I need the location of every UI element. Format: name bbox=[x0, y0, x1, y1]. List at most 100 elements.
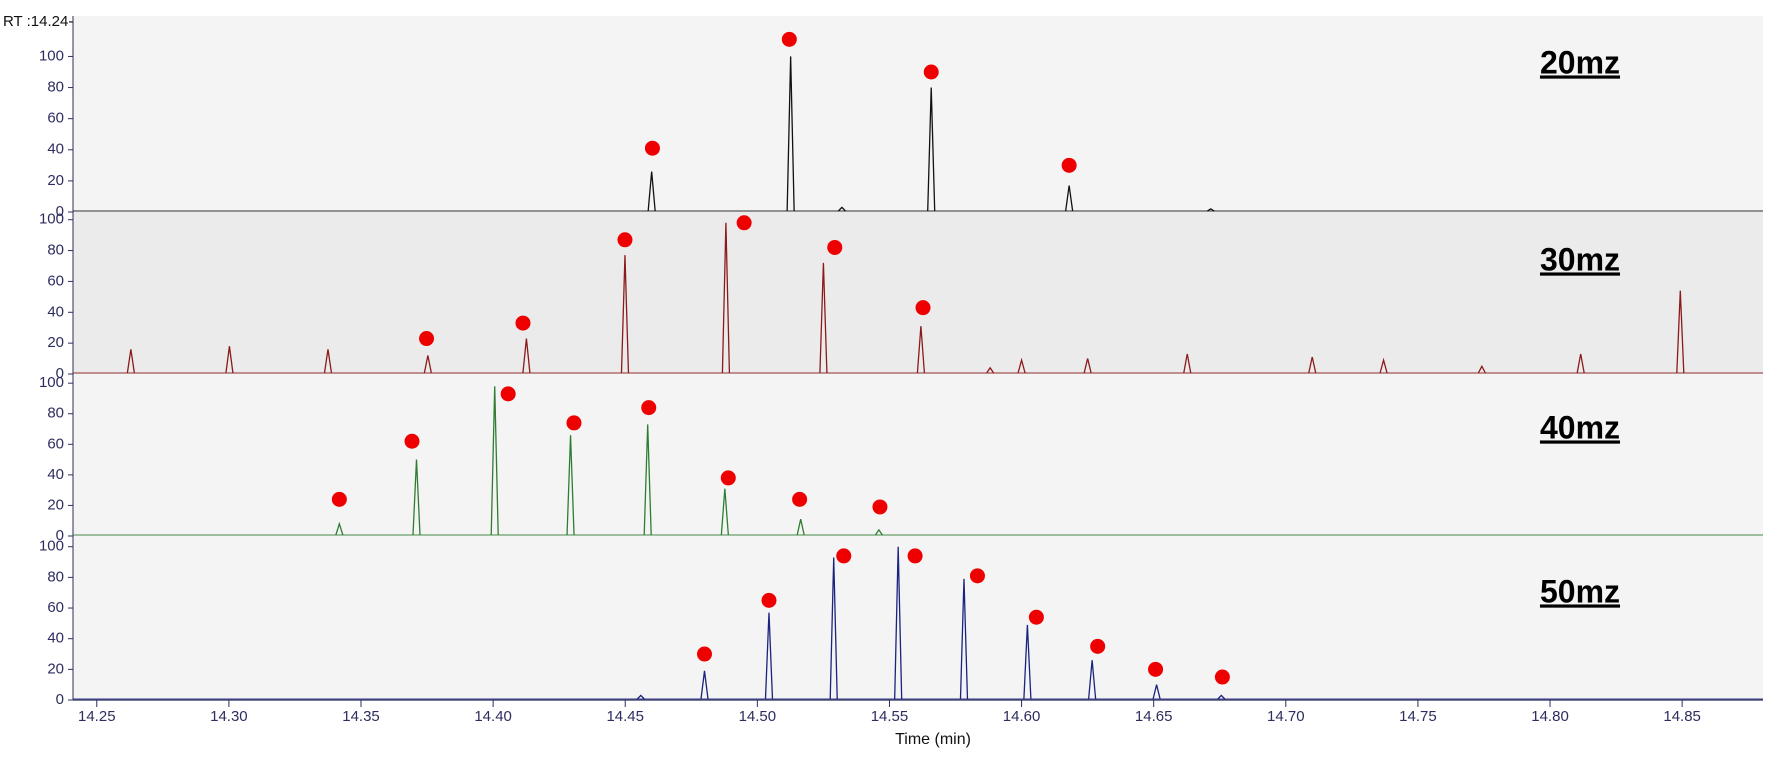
peak bbox=[647, 171, 656, 212]
peak bbox=[1152, 684, 1161, 700]
peak bbox=[1676, 290, 1685, 374]
x-tick-label: 14.40 bbox=[474, 708, 512, 725]
y-tick-label: 60 bbox=[47, 272, 64, 289]
peak-marker bbox=[720, 470, 736, 486]
y-tick-label: 80 bbox=[47, 242, 64, 259]
y-tick-label: 80 bbox=[47, 568, 64, 585]
peak-marker bbox=[872, 499, 888, 515]
x-tick-label: 14.85 bbox=[1663, 708, 1701, 725]
peak-marker bbox=[736, 215, 752, 231]
peak-marker bbox=[331, 491, 347, 507]
panel-label: 30mz bbox=[1540, 241, 1620, 277]
y-tick-label: 20 bbox=[47, 172, 64, 189]
panel-label: 50mz bbox=[1540, 573, 1620, 609]
peak bbox=[423, 355, 432, 374]
peak-marker bbox=[500, 386, 516, 402]
panel-background bbox=[73, 16, 1763, 212]
x-tick-label: 14.25 bbox=[78, 708, 116, 725]
y-tick-label: 80 bbox=[47, 79, 64, 96]
peak-marker bbox=[781, 31, 797, 47]
peak-marker bbox=[697, 646, 713, 662]
peak-marker bbox=[419, 331, 435, 347]
y-tick-label: 40 bbox=[47, 303, 64, 320]
peak bbox=[764, 612, 774, 700]
peak-marker bbox=[1061, 157, 1077, 173]
peak bbox=[916, 326, 926, 374]
x-tick-label: 14.60 bbox=[1003, 708, 1041, 725]
y-tick-label: 100 bbox=[39, 47, 64, 64]
peak bbox=[1308, 356, 1317, 374]
peak bbox=[1064, 185, 1074, 212]
peak bbox=[1217, 694, 1226, 700]
peak-marker bbox=[566, 415, 582, 431]
peak-marker bbox=[761, 592, 777, 608]
y-tick-label: 0 bbox=[56, 365, 64, 382]
peak-marker bbox=[792, 491, 808, 507]
peak bbox=[874, 528, 883, 536]
peak-marker bbox=[617, 232, 633, 248]
peak bbox=[721, 222, 731, 374]
peak bbox=[1017, 357, 1026, 374]
peak bbox=[412, 459, 421, 536]
x-tick-label: 14.45 bbox=[606, 708, 644, 725]
peak bbox=[1379, 357, 1388, 374]
peak-marker bbox=[1028, 609, 1044, 625]
y-tick-label: 40 bbox=[47, 466, 64, 483]
y-tick-label: 0 bbox=[56, 203, 64, 220]
x-tick-label: 14.65 bbox=[1135, 708, 1173, 725]
y-tick-label: 40 bbox=[47, 630, 64, 647]
peak bbox=[796, 519, 805, 536]
y-tick-label: 100 bbox=[39, 374, 64, 391]
peak bbox=[522, 338, 531, 374]
x-tick-label: 14.35 bbox=[342, 708, 380, 725]
peak bbox=[335, 521, 344, 536]
panel-label: 40mz bbox=[1540, 409, 1620, 445]
peak-marker bbox=[907, 548, 923, 564]
x-tick-label: 14.80 bbox=[1531, 708, 1569, 725]
peak-marker bbox=[827, 239, 843, 255]
panel-label: 20mz bbox=[1540, 44, 1620, 80]
y-tick-label: 20 bbox=[47, 496, 64, 513]
peak bbox=[1576, 353, 1585, 374]
peak-marker bbox=[923, 64, 939, 80]
peak-marker bbox=[915, 300, 931, 316]
peak-marker bbox=[836, 548, 852, 564]
peak bbox=[894, 546, 903, 700]
y-tick-label: 60 bbox=[47, 110, 64, 127]
peak bbox=[323, 349, 333, 374]
peak bbox=[225, 346, 234, 374]
y-tick-label: 0 bbox=[56, 527, 64, 544]
y-tick-label: 20 bbox=[47, 334, 64, 351]
x-tick-label: 14.70 bbox=[1267, 708, 1305, 725]
panel-background bbox=[73, 212, 1763, 374]
peak bbox=[1206, 208, 1215, 212]
panel-background bbox=[73, 536, 1763, 700]
peak-marker bbox=[1090, 638, 1106, 654]
peak-marker bbox=[644, 140, 660, 156]
peak bbox=[786, 56, 795, 212]
peak bbox=[643, 424, 652, 536]
y-tick-label: 20 bbox=[47, 660, 64, 677]
y-tick-label: 40 bbox=[47, 141, 64, 158]
peak bbox=[959, 578, 969, 700]
peak-marker bbox=[969, 568, 985, 584]
x-tick-label: 14.75 bbox=[1399, 708, 1437, 725]
peak bbox=[927, 87, 936, 212]
peak-marker bbox=[404, 433, 420, 449]
peak bbox=[819, 262, 828, 374]
y-tick-label: 60 bbox=[47, 599, 64, 616]
y-tick-label: 100 bbox=[39, 211, 64, 228]
peak bbox=[829, 557, 838, 700]
y-tick-label: 0 bbox=[56, 691, 64, 708]
peak bbox=[1023, 624, 1032, 700]
y-tick-label: 60 bbox=[47, 435, 64, 452]
peak bbox=[720, 488, 729, 536]
x-axis-label: Time (min) bbox=[895, 731, 971, 748]
peak bbox=[1087, 660, 1097, 700]
peak bbox=[1477, 364, 1486, 374]
y-tick-label: 80 bbox=[47, 405, 64, 422]
peak-marker bbox=[1214, 669, 1230, 685]
peak bbox=[837, 206, 846, 212]
peak bbox=[566, 435, 575, 536]
